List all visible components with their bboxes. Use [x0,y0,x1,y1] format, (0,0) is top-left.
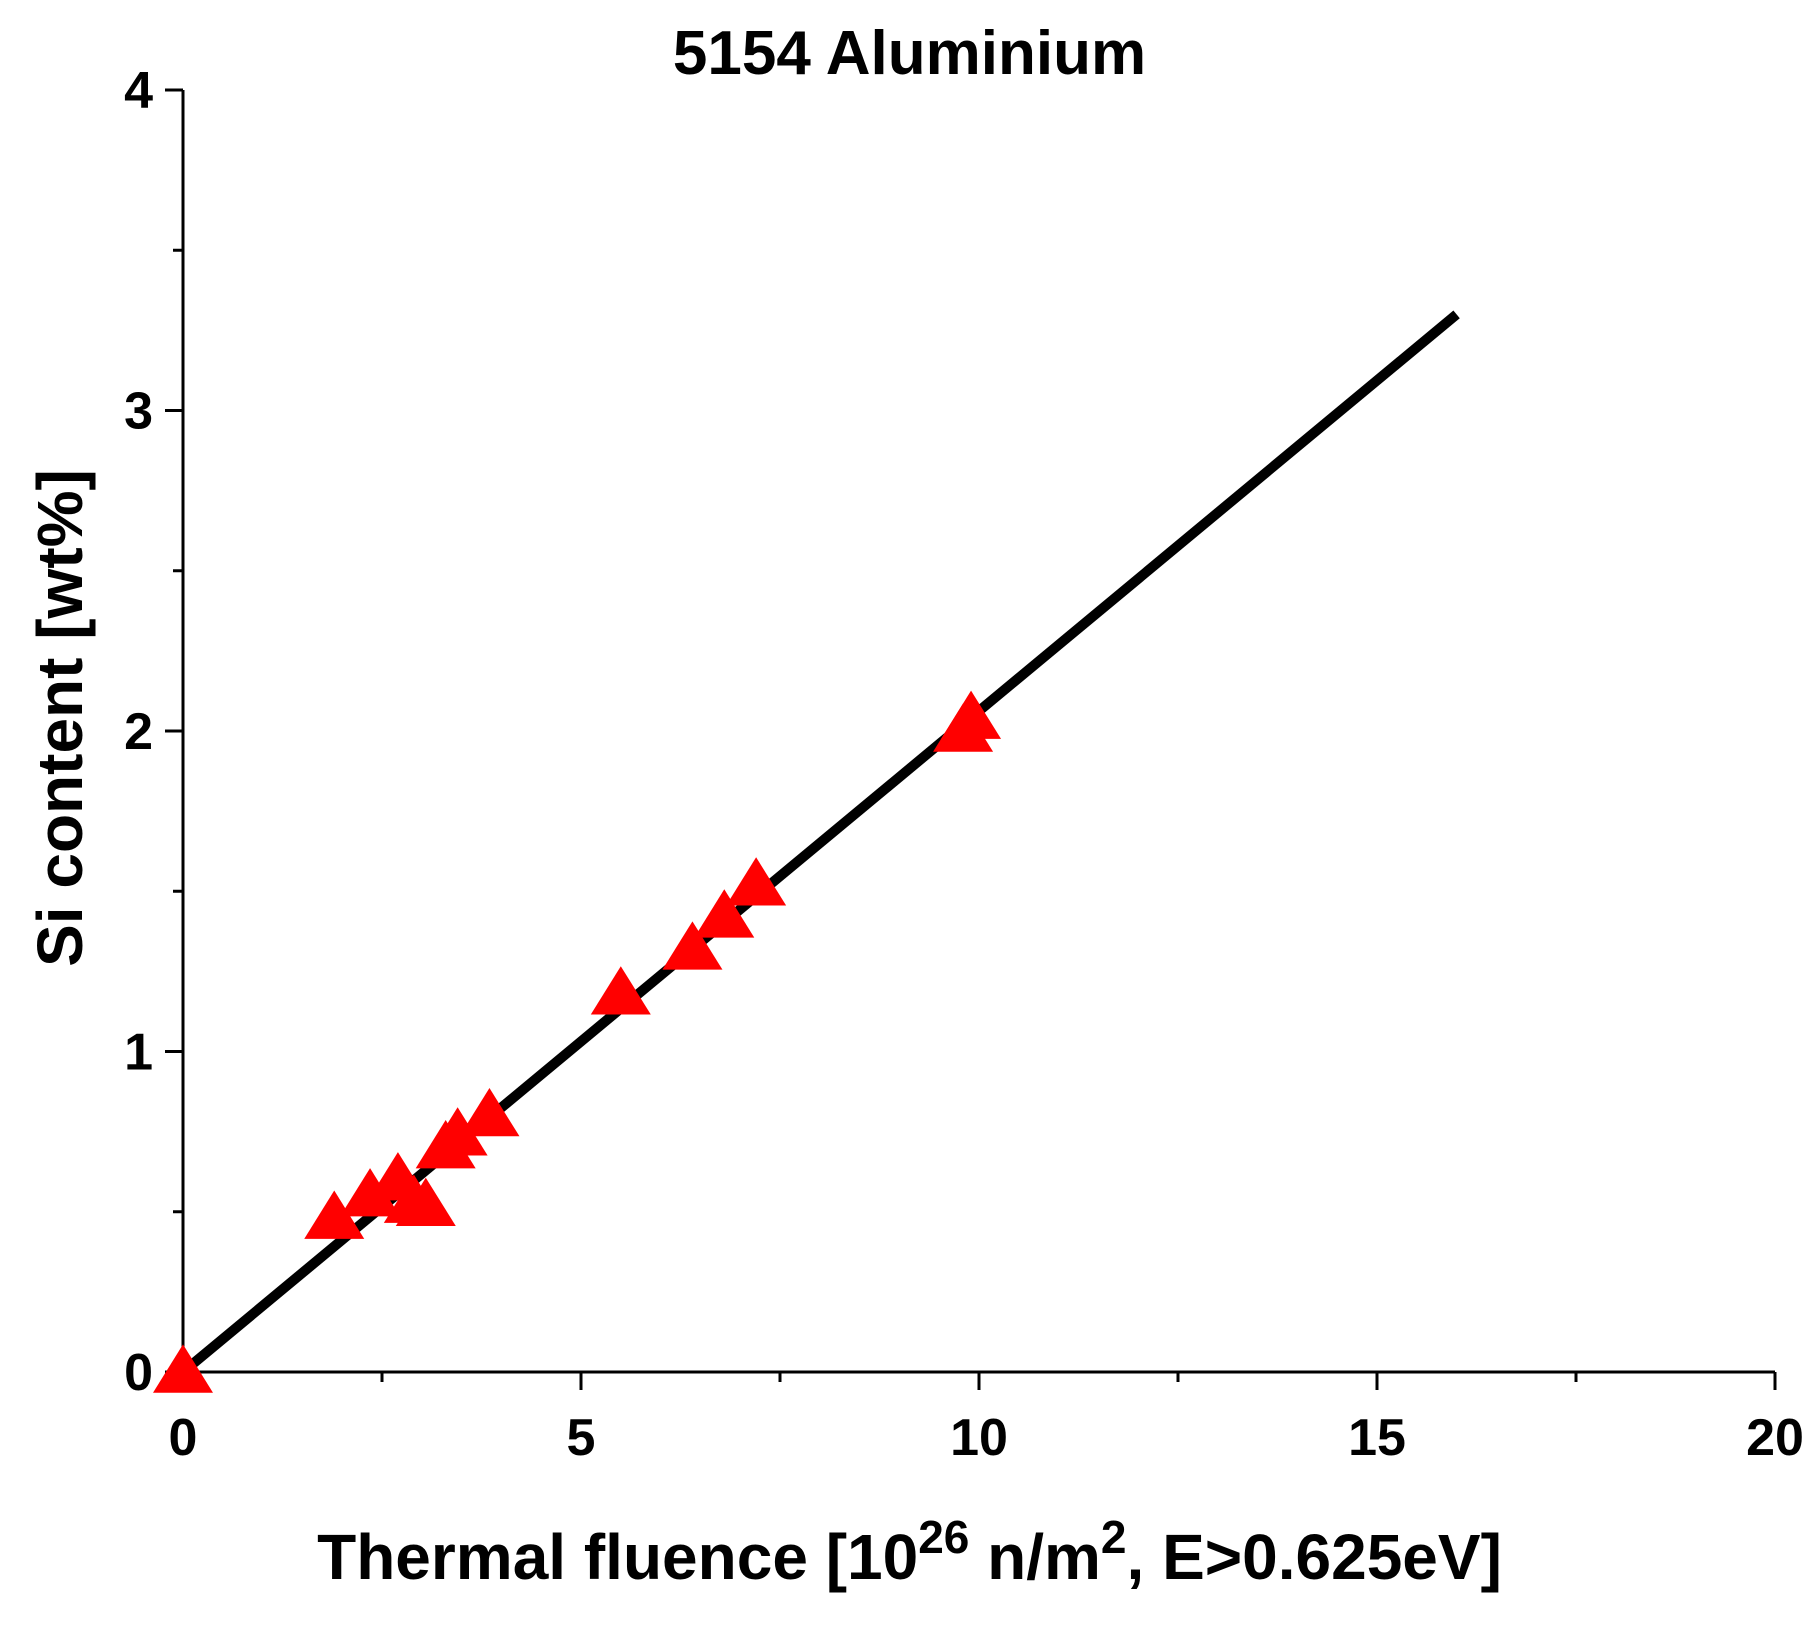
y-tick-label: 3 [124,383,153,441]
axes: 0 5 10 15 20 0 1 2 3 4 [124,62,1804,1467]
x-tick-label: 0 [169,1409,198,1467]
y-tick-label: 0 [124,1344,153,1402]
data-point-triangle [153,1344,213,1393]
x-tick-label: 5 [567,1409,596,1467]
data-point-triangle [459,1088,520,1137]
data-point-triangle [941,690,1002,739]
x-axis-label-suffix: , E>0.625eV] [1126,1521,1502,1593]
data-point-triangle [395,1177,456,1227]
data-point-triangle [726,857,787,906]
y-axis-label: Si content [wt%] [24,469,96,967]
x-tick-label: 15 [1348,1409,1406,1467]
data-points [153,690,1002,1393]
y-tick-label: 1 [124,1024,153,1082]
data-point-triangle [340,1168,401,1217]
x-tick-label: 20 [1746,1409,1804,1467]
data-point-triangle [590,966,651,1015]
x-axis-label-prefix: Thermal fluence [10 [317,1521,919,1593]
x-axis-label: Thermal fluence [1026 n/m2, E>0.625eV] [0,1514,1819,1594]
x-axis-label-exponent: 26 [918,1511,970,1563]
x-axis-label-middle: n/m [969,1521,1101,1593]
data-point-triangle [694,889,755,938]
chart-title: 5154 Aluminium [672,19,1147,88]
y-tick-label: 4 [124,62,153,120]
data-point-triangle [662,921,723,970]
x-axis-label-unit-exponent: 2 [1100,1511,1127,1563]
data-point-triangle [304,1190,365,1239]
data-point-triangle [427,1107,488,1156]
y-tick-label: 2 [124,703,153,761]
x-tick-label: 10 [950,1409,1008,1467]
